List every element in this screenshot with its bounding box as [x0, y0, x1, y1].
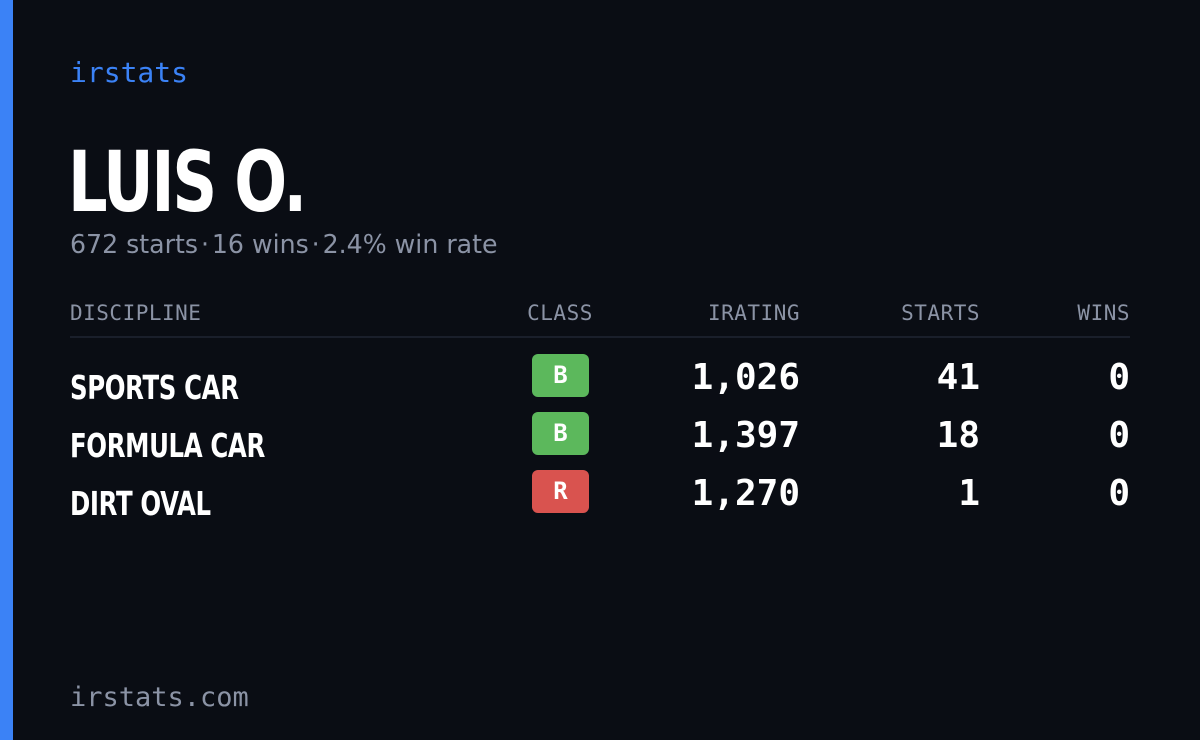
header-class: CLASS: [527, 301, 593, 325]
discipline-name: SPORTS CAR: [70, 368, 239, 407]
summary-wins: 16 wins: [211, 230, 309, 260]
wins-value: 0: [1108, 473, 1130, 514]
wins-value: 0: [1108, 415, 1130, 456]
table-body: SPORTS CAR B 1,026 41 0 FORMULA CAR B 1,…: [70, 338, 1130, 528]
wins-value: 0: [1108, 357, 1130, 398]
discipline-name: DIRT OVAL: [70, 484, 211, 523]
header-discipline: DISCIPLINE: [70, 301, 202, 325]
table-row: SPORTS CAR B 1,026 41 0: [70, 354, 1130, 412]
starts-value: 41: [936, 357, 980, 398]
discipline-name: FORMULA CAR: [70, 426, 265, 465]
table-row: FORMULA CAR B 1,397 18 0: [70, 412, 1130, 470]
summary-starts: 672 starts: [70, 230, 199, 260]
header-starts: STARTS: [901, 301, 980, 325]
player-name: LUIS O.: [68, 133, 307, 231]
table-header: DISCIPLINE CLASS IRATING STARTS WINS: [70, 296, 1130, 338]
header-wins: WINS: [1077, 301, 1130, 325]
table-row: DIRT OVAL R 1,270 1 0: [70, 470, 1130, 528]
class-badge: R: [532, 470, 589, 513]
summary-separator: ·: [200, 230, 209, 260]
starts-value: 1: [958, 473, 980, 514]
brand-logo: irstats: [70, 56, 189, 89]
irating-value: 1,270: [691, 473, 800, 514]
class-badge: B: [532, 354, 589, 397]
summary-win-rate: 2.4% win rate: [322, 230, 498, 260]
footer-url: irstats.com: [70, 682, 249, 713]
header-irating: IRATING: [707, 301, 800, 325]
class-badge: B: [532, 412, 589, 455]
player-summary: 672 starts · 16 wins · 2.4% win rate: [70, 228, 498, 262]
irating-value: 1,026: [691, 357, 800, 398]
accent-bar: [0, 0, 13, 740]
stats-table: DISCIPLINE CLASS IRATING STARTS WINS SPO…: [70, 296, 1130, 528]
starts-value: 18: [936, 415, 980, 456]
summary-separator: ·: [311, 230, 320, 260]
irating-value: 1,397: [691, 415, 800, 456]
